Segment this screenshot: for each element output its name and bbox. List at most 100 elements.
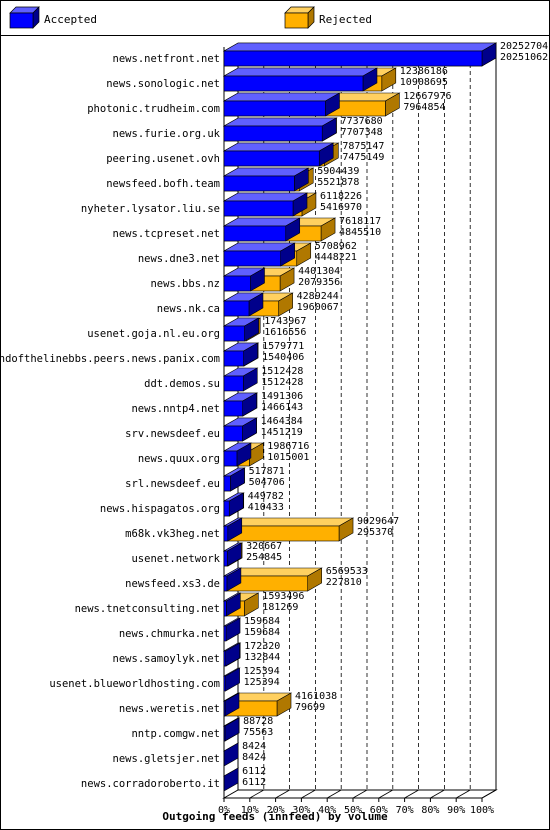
data-label-total: 159684 (244, 616, 280, 627)
data-label-total: 449782 (248, 491, 284, 502)
x-tick-label: 100% (470, 805, 494, 816)
data-label-total: 6118226 (320, 191, 362, 202)
data-label-total: 5708962 (315, 241, 357, 252)
x-tick-label: 70% (396, 805, 414, 816)
x-tick-label: 0% (218, 805, 230, 816)
bar-accepted (222, 517, 243, 542)
bar-accepted (222, 342, 259, 367)
data-label-total: 88728 (243, 716, 273, 727)
bar-accepted-front (223, 725, 226, 742)
bar-accepted-front (223, 200, 294, 217)
category-label: news.hispagatos.org (100, 503, 220, 515)
bar-accepted-front (223, 475, 231, 492)
bar-accepted (222, 242, 296, 267)
grid-floor-line (275, 789, 290, 799)
bar-accepted-top (222, 167, 310, 177)
category-label: news.gletsjer.net (113, 753, 220, 765)
category-label: news.sonologic.net (106, 78, 220, 90)
data-label-total: 9029647 (357, 516, 399, 527)
grid-floor-line (456, 789, 471, 799)
data-label-accepted: 2079356 (298, 277, 340, 288)
category-label: news.quux.org (138, 453, 220, 465)
data-label-accepted: 4845510 (339, 227, 381, 238)
bar-accepted-front (223, 675, 226, 692)
bar-accepted-front (223, 425, 243, 442)
x-tick-label: 50% (344, 805, 362, 816)
data-label-accepted: 125394 (244, 677, 280, 688)
bar-accepted (222, 467, 246, 492)
category-label: peering.usenet.ovh (106, 153, 220, 165)
x-tick-label: 20% (267, 805, 285, 816)
data-label-accepted: 181269 (262, 602, 298, 613)
bar-rejected-top (222, 517, 355, 527)
bar-accepted-top (222, 142, 335, 152)
data-label-accepted: 79699 (295, 702, 325, 713)
data-label-accepted: 1512428 (261, 377, 303, 388)
x-tick-label: 30% (292, 805, 310, 816)
category-label: news.tcpreset.net (113, 228, 220, 240)
grid-floor-line (430, 789, 445, 799)
data-label-accepted: 132844 (244, 652, 280, 663)
data-label-total: 1512428 (261, 366, 303, 377)
category-label: endofthelinebbs.peers.news.panix.com (0, 353, 220, 365)
data-label-total: 1593496 (262, 591, 304, 602)
data-label-accepted: 7707348 (341, 127, 383, 138)
grid-floor-line (352, 789, 368, 799)
category-label: news.corradoroberto.it (81, 778, 220, 790)
bar-accepted (222, 767, 240, 792)
bar-accepted-top (222, 92, 341, 102)
category-label: srv.newsdeef.eu (125, 428, 220, 440)
bar-accepted (222, 292, 265, 317)
bar-accepted-front (223, 375, 244, 392)
legend-swatch-rejected (284, 6, 315, 29)
bar-accepted (222, 492, 245, 517)
data-label-accepted: 10908695 (400, 77, 448, 88)
bar-accepted-top (222, 42, 498, 52)
data-label-total: 1491306 (261, 391, 303, 402)
x-tick-label: 90% (447, 805, 465, 816)
bar-accepted-front (223, 550, 228, 567)
bar-accepted-front (223, 250, 281, 267)
bar-accepted (222, 267, 266, 292)
category-label: news.nntp4.net (131, 403, 220, 415)
data-label-accepted: 6112 (242, 777, 266, 788)
bar-accepted (222, 667, 241, 692)
bar-accepted (222, 742, 240, 767)
bar-accepted (222, 142, 335, 167)
bar-accepted-front (223, 150, 320, 167)
bar-accepted-front (223, 325, 245, 342)
data-label-accepted: 8424 (242, 752, 266, 763)
data-label-accepted: 7475149 (342, 152, 384, 163)
data-label-total: 5904439 (317, 166, 359, 177)
bar-accepted-front (223, 225, 287, 242)
data-label-total: 12386186 (400, 66, 448, 77)
data-label-total: 12667976 (403, 91, 451, 102)
data-label-total: 8424 (242, 741, 266, 752)
data-label-accepted: 1015001 (267, 452, 309, 463)
data-label-accepted: 504706 (249, 477, 285, 488)
category-label: usenet.goja.nl.eu.org (87, 328, 220, 340)
data-label-accepted: 5416970 (320, 202, 362, 213)
grid-floor-line (378, 789, 393, 799)
data-label-total: 1986716 (267, 441, 309, 452)
bar-accepted-front (223, 575, 228, 592)
bar-accepted (222, 192, 309, 217)
bar-accepted (222, 592, 242, 617)
bar-accepted-front (223, 275, 251, 292)
data-label-total: 7618117 (339, 216, 381, 227)
data-label-total: 6569533 (326, 566, 368, 577)
bar-accepted-front (223, 350, 244, 367)
grid-floor-line (481, 789, 497, 799)
bar-accepted (222, 617, 242, 642)
bar-accepted (222, 717, 241, 742)
legend-label-accepted: Accepted (44, 13, 97, 26)
data-label-total: 7875147 (342, 141, 384, 152)
bar-rejected (222, 567, 323, 592)
category-label: usenet.network (131, 553, 220, 565)
data-label-accepted: 254845 (246, 552, 282, 563)
bar-accepted-front (223, 400, 243, 417)
category-label: ddt.demos.su (144, 378, 220, 390)
bar-accepted (222, 392, 258, 417)
bar-accepted-top (222, 67, 379, 77)
